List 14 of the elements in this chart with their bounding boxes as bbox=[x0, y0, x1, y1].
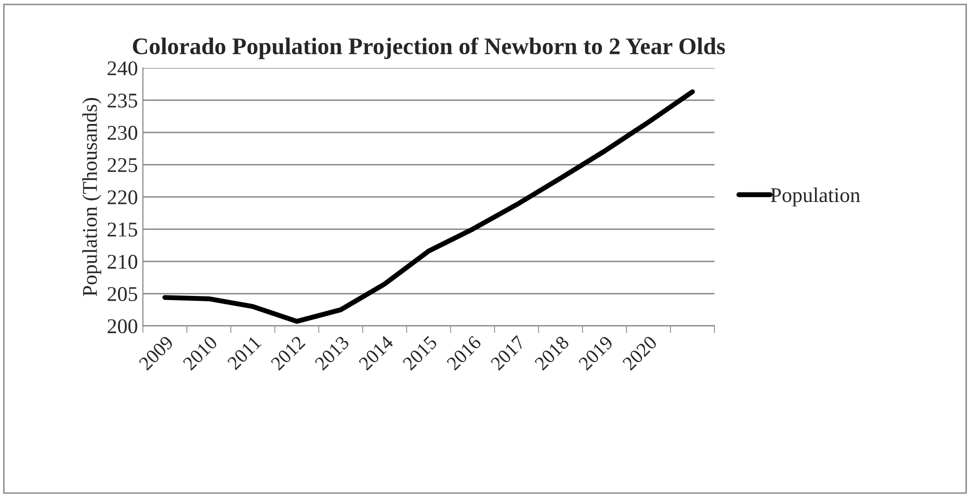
y-tick-label: 230 bbox=[108, 126, 138, 140]
x-tick-label: 2011 bbox=[226, 335, 262, 370]
y-tick-label: 210 bbox=[108, 254, 138, 269]
y-tick-label: 205 bbox=[108, 287, 138, 302]
chart-title: Colorado Population Projection of Newborn to 2 Year Olds bbox=[132, 37, 725, 60]
line-series bbox=[162, 89, 695, 324]
y-tick-label: 200 bbox=[108, 319, 138, 334]
y-tick-label: 220 bbox=[108, 190, 138, 204]
legend-label: Population bbox=[770, 188, 860, 206]
y-tick-label: 225 bbox=[108, 158, 138, 172]
y-axis-title: Population (Thousands) bbox=[82, 98, 102, 296]
y-tick-label: 215 bbox=[108, 222, 138, 237]
y-tick-label: 235 bbox=[108, 94, 138, 108]
y-tick-label: 240 bbox=[108, 61, 138, 76]
